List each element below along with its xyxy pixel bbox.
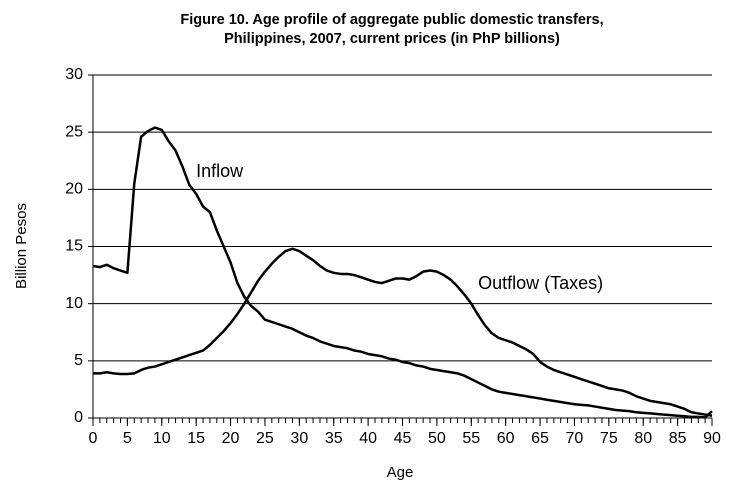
- x-tick-label: 45: [394, 430, 412, 447]
- x-tick-label: 50: [428, 430, 446, 447]
- x-tick-label: 40: [359, 430, 377, 447]
- x-tick-label: 80: [634, 430, 652, 447]
- y-tick-label: 25: [65, 123, 83, 140]
- x-tick-label: 5: [123, 430, 132, 447]
- x-tick-label: 10: [153, 430, 171, 447]
- series-label: Outflow (Taxes): [478, 273, 603, 293]
- y-tick-label: 10: [65, 295, 83, 312]
- y-tick-label: 15: [65, 238, 83, 255]
- y-tick-label: 20: [65, 181, 83, 198]
- x-tick-label: 15: [187, 430, 205, 447]
- y-tick-label: 0: [74, 409, 83, 426]
- x-tick-label: 65: [531, 430, 549, 447]
- x-tick-label: 20: [222, 430, 240, 447]
- x-tick-label: 85: [669, 430, 687, 447]
- x-tick-label: 90: [703, 430, 721, 447]
- y-tick-label: 5: [74, 352, 83, 369]
- y-axis-label: Billion Pesos: [13, 203, 30, 289]
- x-tick-label: 55: [462, 430, 480, 447]
- series-label: Inflow: [196, 161, 244, 181]
- chart-title: Figure 10. Age profile of aggregate publ…: [180, 12, 603, 28]
- x-tick-label: 30: [290, 430, 308, 447]
- x-tick-label: 70: [566, 430, 584, 447]
- x-tick-label: 35: [325, 430, 343, 447]
- y-tick-label: 30: [65, 66, 83, 83]
- x-tick-label: 60: [497, 430, 515, 447]
- line-series: [93, 247, 713, 417]
- x-tick-label: 0: [89, 430, 98, 447]
- line-series: [92, 126, 713, 419]
- chart-title: Philippines, 2007, current prices (in Ph…: [224, 31, 560, 47]
- x-tick-label: 25: [256, 430, 274, 447]
- x-axis-label: Age: [387, 464, 414, 481]
- x-tick-label: 75: [600, 430, 618, 447]
